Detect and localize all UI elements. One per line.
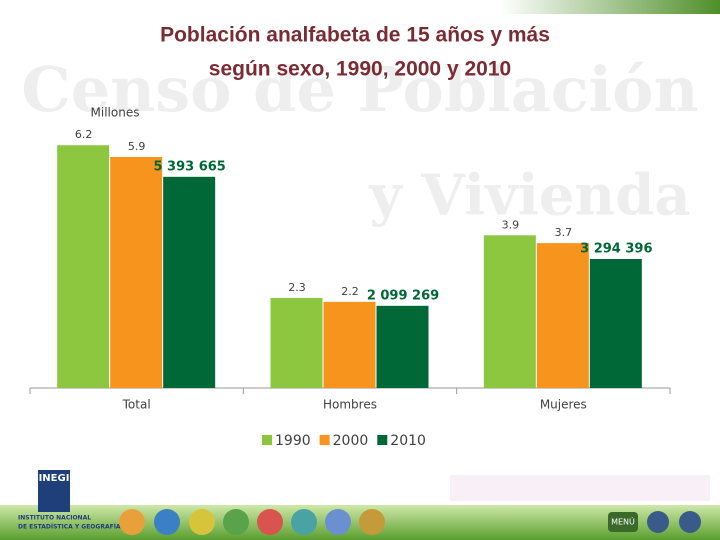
bar — [110, 156, 163, 388]
menu-button[interactable] — [608, 512, 638, 532]
bar — [536, 243, 589, 388]
bar — [589, 259, 642, 388]
bar — [270, 297, 323, 388]
data-label: 2 099 269 — [367, 288, 439, 303]
prev-button[interactable] — [647, 511, 669, 533]
x-tick-label: Mujeres — [540, 398, 587, 412]
data-label: 5.9 — [128, 140, 146, 153]
bar — [376, 305, 429, 388]
bar — [483, 235, 536, 388]
data-label: 2.2 — [341, 285, 359, 298]
data-label: 3 294 396 — [580, 242, 652, 257]
legend-label: 2010 — [390, 433, 426, 449]
icons — [119, 509, 385, 535]
menu-label[interactable]: MENÚ — [611, 516, 635, 527]
next-button[interactable] — [679, 511, 701, 533]
data-label: 6.2 — [75, 128, 93, 141]
logo-box — [38, 470, 70, 512]
x-tick-label: Total — [122, 398, 151, 412]
data-label: 5 393 665 — [153, 159, 225, 174]
bar — [323, 301, 376, 388]
institute: INSTITUTO NACIONAL — [18, 515, 91, 522]
bar — [57, 145, 110, 388]
header-strip — [500, 0, 720, 14]
legend-swatch — [262, 435, 272, 445]
data-label: 2.3 — [288, 281, 306, 294]
legend-swatch — [377, 435, 388, 445]
watermark: Censo de Población — [21, 53, 698, 126]
chart-title: Población analfabeta de 15 años y más — [160, 24, 550, 47]
data-label: 3.9 — [502, 218, 520, 231]
x-tick-label: Hombres — [323, 398, 377, 412]
plot: Total 6.2 5.9 5 393 665 Hombres 2.3 2.2 2 099 2… — [29, 128, 671, 449]
logo: INEGI — [39, 473, 70, 484]
legend-label: 2000 — [333, 433, 369, 449]
bar — [163, 176, 216, 388]
watermark: y Vivienda — [368, 163, 690, 229]
legend-label: 1990 — [275, 433, 311, 449]
people — [450, 475, 710, 501]
data-label: 3.7 — [555, 226, 573, 239]
chart-title: según sexo, 1990, 2000 y 2010 — [209, 58, 511, 81]
institute: DE ESTADÍSTICA Y GEOGRAFÍA — [18, 523, 121, 531]
legend-swatch — [319, 435, 330, 445]
y-axis-label: Millones — [91, 106, 140, 120]
